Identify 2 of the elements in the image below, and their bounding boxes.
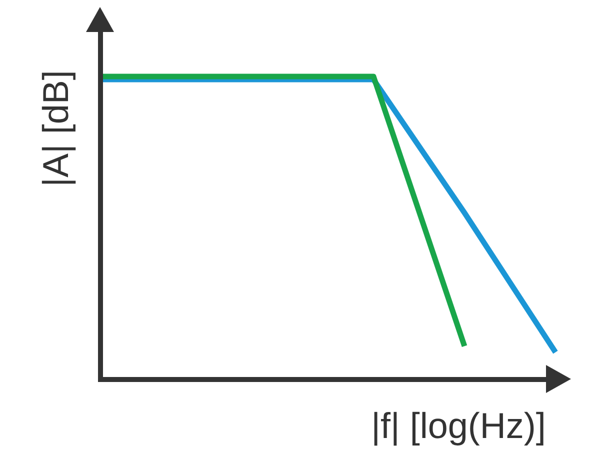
y-axis-title: |A| [dB] (35, 70, 76, 187)
x-axis-title: |f| [log(Hz)] (371, 405, 546, 446)
